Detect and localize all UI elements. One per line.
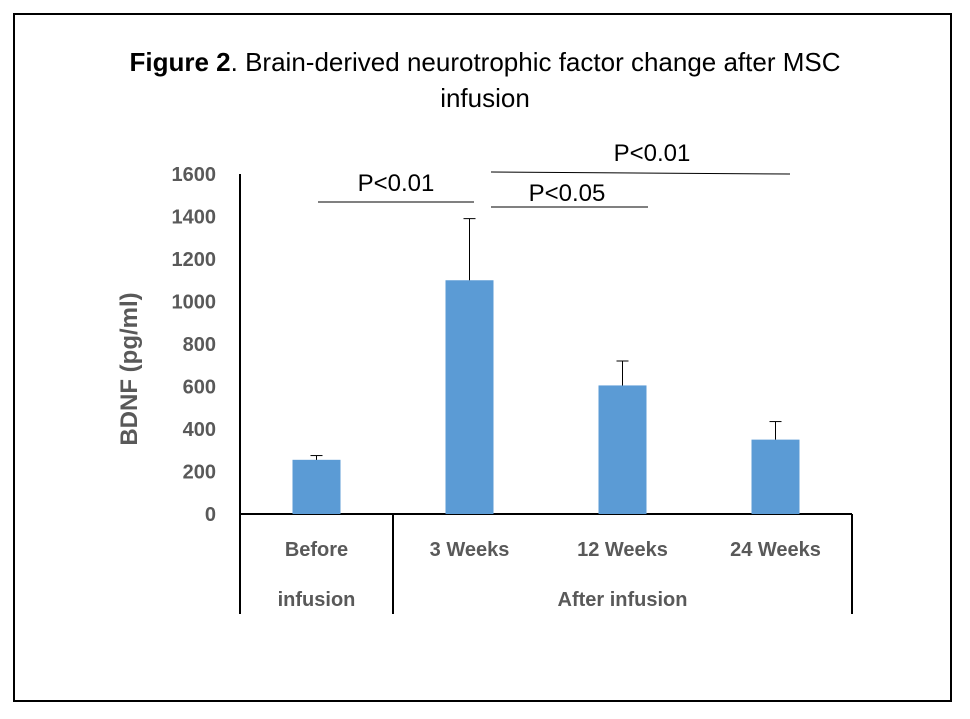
- y-axis-label: BDNF (pg/ml): [116, 292, 143, 445]
- y-tick-label-2: 400: [183, 419, 216, 441]
- figure-label: Figure 2: [129, 47, 231, 77]
- bar-1: [445, 280, 494, 514]
- y-tick-label-4: 800: [183, 334, 216, 356]
- bar-0: [292, 459, 341, 514]
- figure-title-text: . Brain-derived neurotrophic factor chan…: [230, 47, 841, 77]
- y-tick-label-5: 1000: [172, 292, 217, 314]
- y-tick-label-6: 1200: [172, 249, 217, 271]
- significance-label-2: P<0.01: [614, 140, 691, 167]
- significance-label-0: P<0.01: [358, 170, 435, 197]
- x-group-label: After infusion: [558, 589, 688, 611]
- bar-2: [598, 385, 647, 514]
- x-tick-label-1-0: 3 Weeks: [430, 539, 510, 561]
- x-tick-label-3-0: 24 Weeks: [730, 539, 821, 561]
- bar-3: [751, 439, 800, 514]
- significance-label-1: P<0.05: [529, 180, 606, 207]
- figure-frame: [13, 13, 952, 702]
- x-tick-label-0-1: infusion: [278, 589, 356, 611]
- significance-line-2: [490, 171, 791, 175]
- x-tick-label-2-0: 12 Weeks: [577, 539, 668, 561]
- y-tick-label-1: 200: [183, 462, 216, 484]
- figure-title-line2: infusion: [440, 83, 530, 113]
- figure-title: Figure 2. Brain-derived neurotrophic fac…: [0, 44, 970, 116]
- y-tick-label-7: 1400: [172, 207, 217, 229]
- y-tick-label-3: 600: [183, 377, 216, 399]
- x-tick-label-0-0: Before: [285, 539, 348, 561]
- y-tick-label-8: 1600: [172, 164, 217, 186]
- y-tick-label-0: 0: [205, 504, 216, 526]
